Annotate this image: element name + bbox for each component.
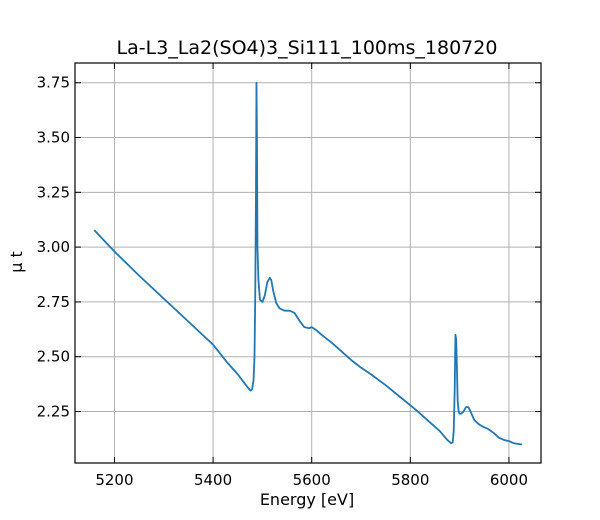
x-tick-label: 5400: [194, 471, 232, 489]
x-tick-label: 5600: [293, 471, 331, 489]
y-tick-label: 2.25: [37, 402, 70, 420]
chart-title: La-L3_La2(SO4)3_Si111_100ms_180720: [117, 37, 498, 59]
y-tick-label: 3.75: [37, 74, 70, 92]
plot-area: [93, 81, 523, 446]
ticks: [75, 63, 541, 463]
series-line: [93, 81, 523, 446]
y-tick-label: 3.00: [37, 238, 70, 256]
y-tick-label: 3.50: [37, 129, 70, 147]
y-tick-label: 3.25: [37, 183, 70, 201]
tick-labels: 5200 5400 5600 5800 6000 2.25 2.50 2.75 3.00 3.25…: [37, 74, 528, 489]
x-tick-label: 5800: [391, 471, 429, 489]
y-tick-label: 2.50: [37, 348, 70, 366]
plot-frame: [74, 62, 542, 464]
x-axis-label: Energy [eV]: [260, 490, 354, 509]
grid: [75, 63, 541, 463]
x-tick-label: 6000: [490, 471, 528, 489]
x-tick-label: 5200: [95, 471, 133, 489]
y-tick-label: 2.75: [37, 293, 70, 311]
y-axis-label: μ t: [7, 251, 26, 273]
